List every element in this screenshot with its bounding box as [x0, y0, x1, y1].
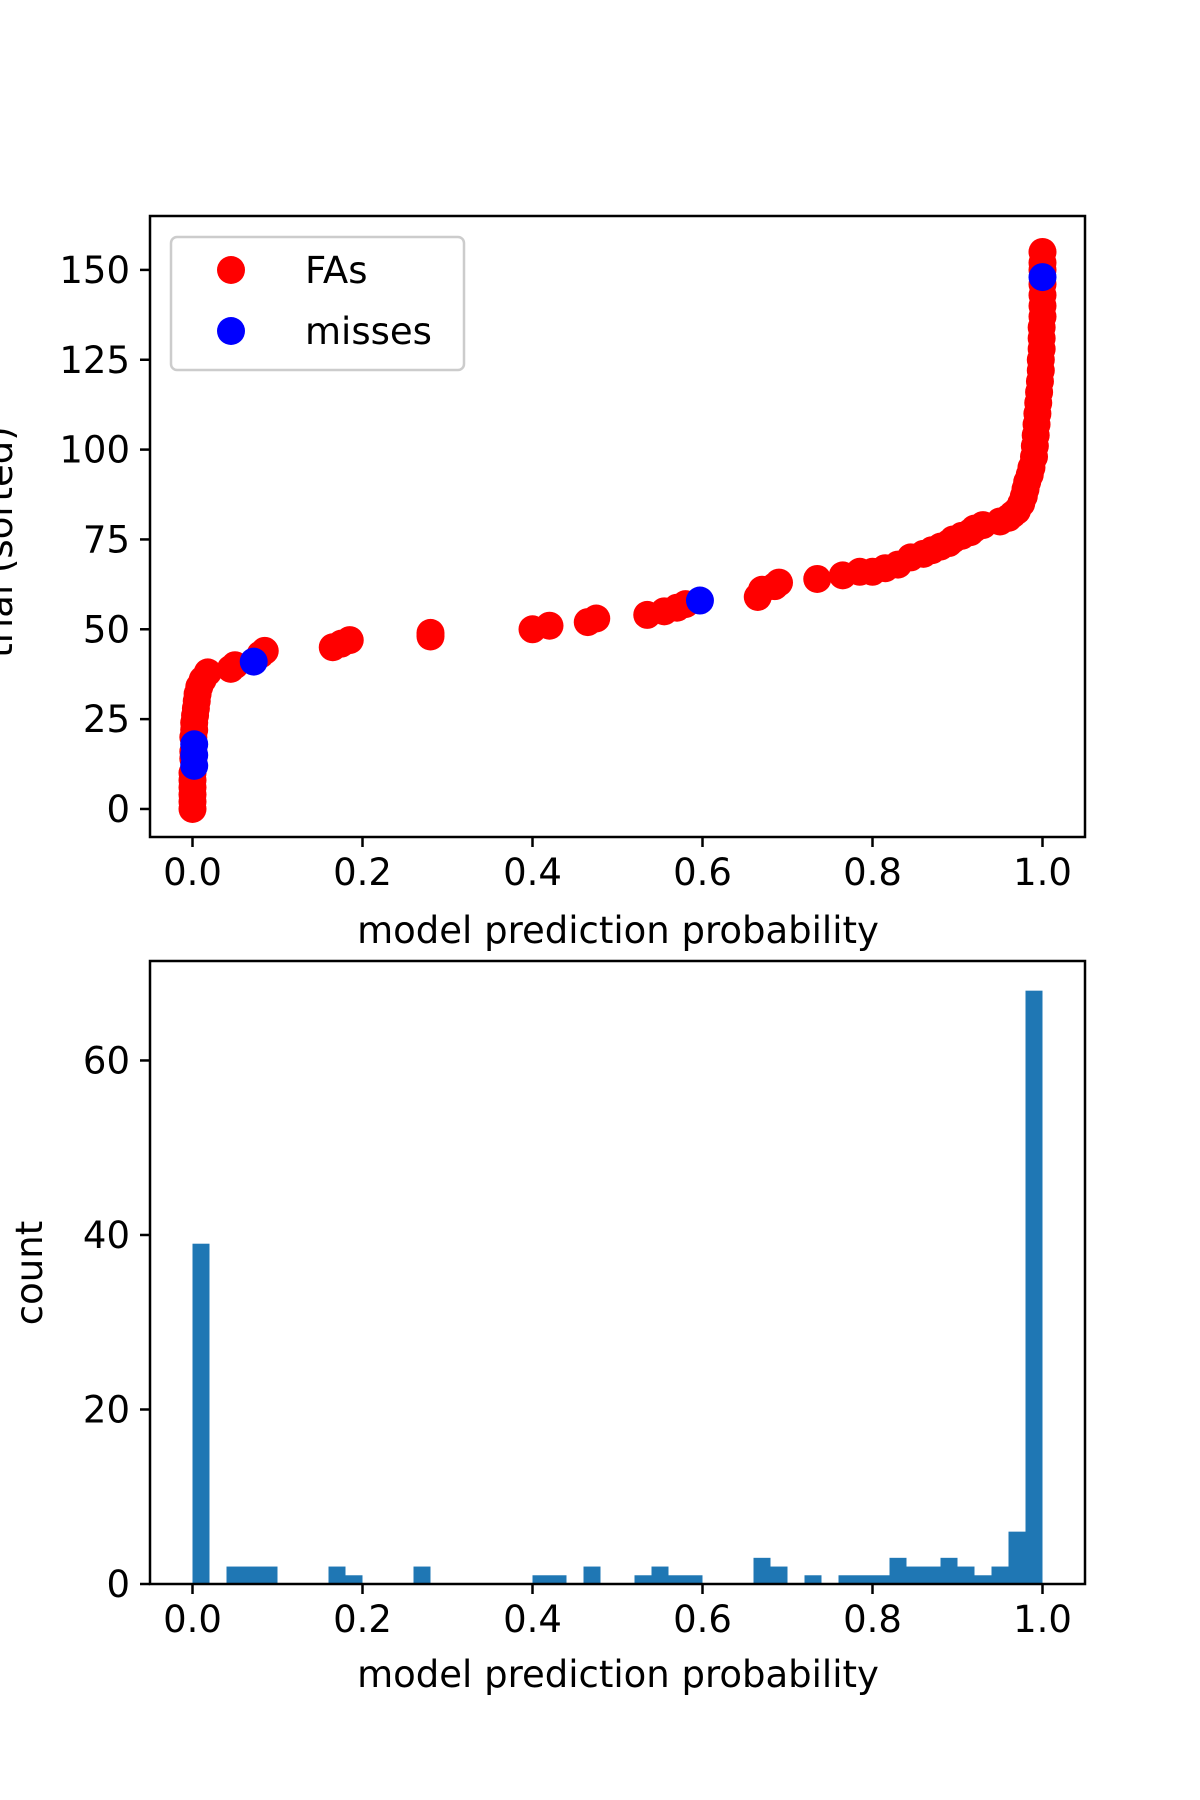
point-misses [180, 730, 209, 759]
histogram-axes: 0.0 0.2 0.4 0.6 0.8 1.0 0 20 40 60 [83, 959, 1087, 1641]
point-misses [239, 647, 268, 676]
point-fas [1028, 237, 1057, 266]
histogram-x-tick-label: 0.0 [163, 1598, 222, 1641]
histogram-y-tick-label: 40 [83, 1214, 130, 1257]
scatter-x-tick-label: 0.8 [843, 851, 902, 894]
histogram-bar [583, 1566, 601, 1584]
scatter-y-tick-label: 100 [59, 429, 130, 472]
scatter-y-tick-label: 150 [59, 249, 130, 292]
scatter-x-axis-label: model prediction probability [357, 909, 879, 952]
scatter-x-tick-label: 1.0 [1013, 851, 1072, 894]
histogram-bar [991, 1566, 1009, 1584]
point-fas [335, 626, 364, 655]
scatter-frame [148, 214, 1087, 839]
histogram-y-tick-label: 20 [83, 1388, 130, 1431]
histogram-plot-area [192, 990, 1043, 1584]
histogram-chart: 0.0 0.2 0.4 0.6 0.8 1.0 0 20 40 60 model predicti… [8, 959, 1087, 1696]
scatter-y-tick-label: 50 [83, 608, 130, 651]
histogram-bar [226, 1566, 244, 1584]
histogram-bar [770, 1566, 788, 1584]
scatter-y-tick-label: 75 [83, 518, 130, 561]
histogram-bar [872, 1575, 890, 1584]
histogram-bar [532, 1575, 550, 1584]
scatter-chart: 0.0 0.2 0.4 0.6 0.8 1.0 0 25 50 75 100 125 150 model… [0, 214, 1087, 952]
histogram-bar [192, 1243, 210, 1584]
histogram-bar [345, 1575, 363, 1584]
histogram-bar [1025, 990, 1043, 1584]
histogram-x-tick-label: 0.6 [673, 1598, 732, 1641]
point-fas [193, 658, 222, 687]
legend-marker-misses [217, 317, 245, 345]
histogram-bar [1008, 1531, 1026, 1584]
histogram-bar [838, 1575, 856, 1584]
histogram-bar [651, 1566, 669, 1584]
scatter-legend: FAs misses [169, 235, 466, 372]
histogram-bar [855, 1575, 873, 1584]
histogram-y-tick-label: 0 [106, 1563, 130, 1606]
histogram-bar [940, 1557, 958, 1584]
scatter-y-axis-label: trial (sorted) [0, 426, 21, 657]
histogram-bar [685, 1575, 703, 1584]
histogram-bar [413, 1566, 431, 1584]
scatter-y-tick-label: 125 [59, 339, 130, 382]
histogram-x-tick-label: 0.8 [843, 1598, 902, 1641]
histogram-bar [549, 1575, 567, 1584]
legend-label-fas: FAs [305, 249, 367, 292]
scatter-x-tick-label: 0.0 [163, 851, 222, 894]
histogram-x-axis-label: model prediction probability [357, 1653, 879, 1696]
point-misses [1028, 263, 1057, 292]
histogram-x-tick-label: 1.0 [1013, 1598, 1072, 1641]
histogram-bar [328, 1566, 346, 1584]
histogram-bar [668, 1575, 686, 1584]
histogram-x-tick-label: 0.2 [333, 1598, 392, 1641]
point-fas [416, 618, 445, 647]
histogram-bar [957, 1566, 975, 1584]
series-misses [180, 263, 1057, 780]
scatter-plot-area [178, 237, 1057, 823]
scatter-axes: 0.0 0.2 0.4 0.6 0.8 1.0 0 25 50 75 100 125 150 [59, 214, 1087, 894]
legend-label-misses: misses [305, 310, 432, 353]
histogram-y-axis-label: count [8, 1221, 51, 1325]
histogram-bar [243, 1566, 261, 1584]
histogram-bar [753, 1557, 771, 1584]
histogram-y-tick-label: 60 [83, 1039, 130, 1082]
histogram-bar [260, 1566, 278, 1584]
point-fas [535, 611, 564, 640]
point-fas [765, 568, 793, 597]
histogram-bar [974, 1575, 992, 1584]
point-fas [582, 604, 611, 633]
histogram-x-tick-label: 0.4 [503, 1598, 562, 1641]
point-misses [685, 586, 714, 615]
histogram-bar [889, 1557, 907, 1584]
scatter-x-tick-label: 0.4 [503, 851, 562, 894]
scatter-y-tick-label: 25 [83, 698, 130, 741]
histogram-bar [804, 1575, 822, 1584]
scatter-x-tick-label: 0.6 [673, 851, 732, 894]
legend-marker-fas [217, 256, 245, 284]
histogram-bar [634, 1575, 652, 1584]
scatter-x-tick-label: 0.2 [333, 851, 392, 894]
histogram-bar [923, 1566, 941, 1584]
point-fas [803, 564, 832, 593]
scatter-y-tick-label: 0 [106, 788, 130, 831]
histogram-bar [906, 1566, 924, 1584]
histogram-frame [148, 959, 1087, 1586]
